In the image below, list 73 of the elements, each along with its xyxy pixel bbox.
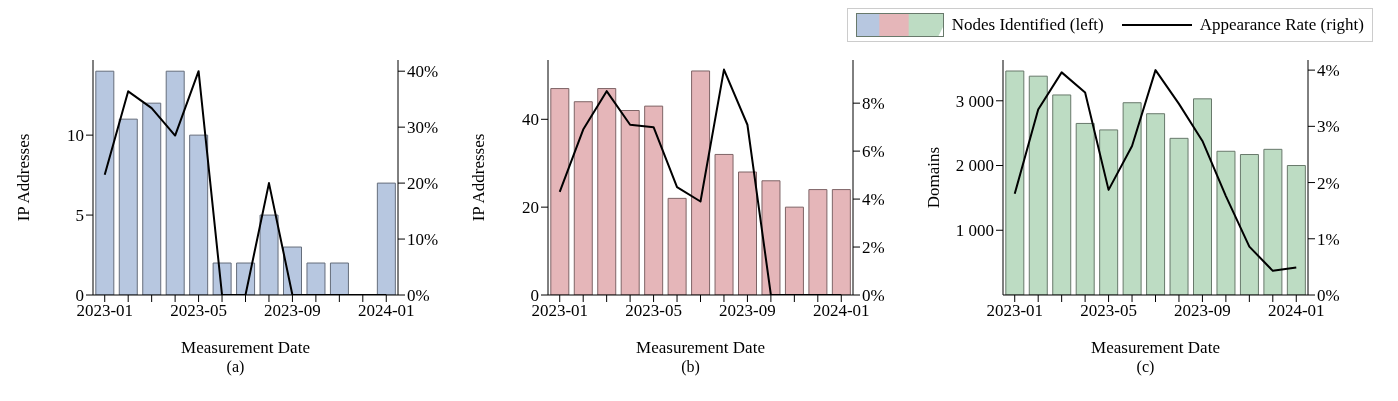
x-tick-label: 2023-01	[986, 301, 1044, 321]
y-tick-label: 40	[522, 110, 539, 130]
bar	[808, 189, 828, 295]
y2-tick-label: 20%	[407, 174, 439, 194]
bar	[306, 262, 326, 295]
bar	[165, 70, 185, 295]
y2-tick-label: 30%	[407, 118, 439, 138]
bar	[1122, 102, 1142, 295]
bar	[1169, 137, 1189, 295]
bar	[259, 214, 279, 295]
bar	[1263, 148, 1283, 295]
y-tick-label: 10	[67, 126, 84, 146]
bar	[831, 189, 851, 295]
bar	[597, 88, 617, 295]
y-tick-label: 1 000	[955, 221, 994, 241]
y-tick-label: 3 000	[955, 91, 994, 111]
y2-tick-label: 40%	[407, 62, 439, 82]
bar	[1286, 165, 1306, 295]
y-axis-title: IP Addresses	[469, 133, 489, 222]
y2-tick-label: 3%	[1317, 117, 1340, 137]
bar	[189, 134, 209, 295]
y2-tick-label: 6%	[862, 142, 885, 162]
x-tick-label: 2023-09	[1174, 301, 1231, 321]
legend-label: Appearance Rate (right)	[1199, 15, 1364, 35]
y2-tick-label: 8%	[862, 94, 885, 114]
bar	[1005, 70, 1025, 295]
bar	[1075, 122, 1095, 295]
bar	[644, 105, 664, 295]
bar	[550, 88, 570, 295]
y2-tick-label: 4%	[1317, 61, 1340, 81]
bar	[118, 118, 138, 295]
x-tick-label: 2023-05	[1080, 301, 1137, 321]
bar	[667, 197, 687, 295]
bar	[1216, 150, 1236, 295]
bar	[738, 171, 758, 295]
bar	[620, 110, 640, 295]
bar	[1099, 129, 1119, 295]
y-axis-title: Domains	[924, 146, 944, 209]
y2-tick-label: 1%	[1317, 229, 1340, 249]
x-axis-title: Measurement Date	[1091, 338, 1220, 357]
bar	[784, 206, 804, 295]
bar	[1146, 113, 1166, 295]
y-tick-label: 20	[522, 198, 539, 218]
bar	[1052, 94, 1072, 295]
text: Nodes Identified (left)	[951, 15, 1104, 35]
line-series	[1013, 69, 1298, 272]
x-tick-label: 2023-05	[170, 301, 227, 321]
x-tick-label: 2023-05	[625, 301, 682, 321]
bar	[714, 153, 734, 295]
y-tick-label: 5	[75, 206, 84, 226]
y2-tick-label: 2%	[1317, 173, 1340, 193]
x-axis-title: Measurement Date	[636, 338, 765, 357]
x-axis-title: Measurement Date	[181, 338, 310, 357]
bar	[376, 182, 396, 295]
text: (b)	[680, 358, 701, 376]
x-tick-label: 2023-09	[719, 301, 776, 321]
bar	[761, 180, 781, 295]
bar	[573, 101, 593, 295]
text: (c)	[1135, 358, 1156, 376]
bar	[1193, 98, 1213, 295]
text: (a)	[225, 358, 246, 376]
x-tick-label: 2023-09	[264, 301, 321, 321]
bar	[691, 70, 711, 295]
bar	[95, 70, 115, 295]
y-tick-label: 2 000	[955, 156, 994, 176]
y2-tick-label: 10%	[407, 230, 439, 249]
bar	[1239, 154, 1259, 295]
bar	[329, 262, 349, 295]
bar	[1028, 75, 1048, 295]
y2-tick-label: 4%	[862, 190, 885, 210]
bar	[142, 102, 162, 295]
y-axis-title: IP Addresses	[14, 133, 34, 222]
y2-tick-label: 2%	[862, 237, 885, 257]
